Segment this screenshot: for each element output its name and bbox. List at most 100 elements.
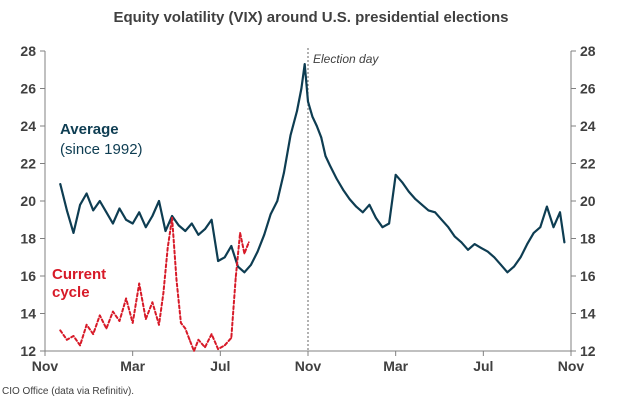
- current-cycle-data-point: [79, 344, 81, 347]
- x-tick-label: Mar: [120, 358, 145, 374]
- y-tick-label-right: 14: [580, 306, 596, 322]
- current-cycle-data-point: [151, 301, 154, 304]
- average-data-point: [269, 213, 272, 216]
- legend-average-sublabel: (since 1992): [60, 141, 143, 158]
- current-cycle-data-point: [162, 292, 165, 294]
- y-tick-label-right: 26: [580, 81, 596, 97]
- average-data-point: [250, 263, 252, 266]
- average-data-point: [355, 205, 358, 208]
- average-data-point: [263, 233, 266, 236]
- election-day-label: Election day: [313, 52, 379, 66]
- current-cycle-data-point: [158, 323, 160, 326]
- current-cycle-data-point: [184, 327, 187, 330]
- average-data-point: [184, 230, 187, 232]
- y-tick-label-right: 24: [580, 118, 596, 134]
- average-data-point: [151, 215, 154, 217]
- average-data-point: [427, 209, 430, 212]
- average-data-point: [486, 250, 489, 253]
- average-data-point: [546, 205, 548, 208]
- average-data-point: [85, 192, 88, 195]
- y-tick-label-left: 14: [20, 306, 36, 322]
- average-data-point: [519, 256, 522, 259]
- x-tick-label: Mar: [383, 358, 408, 374]
- current-cycle-data-point: [98, 314, 101, 317]
- average-data-point: [388, 222, 390, 225]
- average-data-point: [324, 155, 327, 157]
- average-data-point: [526, 243, 529, 246]
- average-data-point: [361, 211, 364, 214]
- average-data-point: [473, 243, 476, 246]
- current-cycle-data-point: [166, 247, 169, 249]
- x-tick-label: Nov: [558, 358, 585, 374]
- x-tick-label: Jul: [210, 358, 230, 374]
- average-data-point: [493, 256, 496, 259]
- y-tick-label-right: 18: [580, 231, 596, 247]
- current-cycle-series-line: [59, 216, 250, 352]
- current-cycle-data-point: [197, 338, 200, 341]
- average-data-point: [532, 232, 535, 234]
- average-data-point: [197, 233, 200, 236]
- current-cycle-data-point: [138, 282, 141, 285]
- average-data-point: [256, 250, 259, 253]
- average-data-point: [66, 209, 68, 212]
- y-tick-label-left: 26: [20, 81, 36, 97]
- y-tick-label-left: 24: [20, 118, 36, 134]
- current-cycle-data-point: [175, 278, 178, 281]
- average-data-point: [98, 200, 101, 202]
- y-tick-label-right: 12: [580, 343, 596, 359]
- current-cycle-data-point: [217, 348, 220, 350]
- average-data-point: [125, 218, 127, 221]
- current-cycle-data-point: [243, 252, 246, 255]
- current-cycle-data-point: [230, 337, 233, 339]
- current-cycle-data-point: [247, 241, 250, 244]
- average-data-point: [447, 226, 450, 229]
- average-data-point: [92, 209, 95, 212]
- average-data-point: [296, 110, 298, 112]
- y-tick-label-left: 28: [20, 43, 36, 59]
- average-data-point: [506, 271, 509, 274]
- current-cycle-data-point: [131, 322, 134, 324]
- average-data-point: [513, 265, 515, 268]
- current-cycle-data-point: [239, 232, 242, 234]
- average-data-point: [79, 203, 81, 206]
- average-data-point: [144, 226, 147, 229]
- average-data-point: [467, 248, 469, 251]
- current-cycle-data-point: [188, 338, 191, 341]
- y-tick-label-left: 16: [20, 268, 36, 284]
- y-tick-label-left: 20: [20, 193, 36, 209]
- current-cycle-data-point: [92, 333, 95, 335]
- average-data-point: [217, 260, 220, 262]
- y-tick-label-right: 16: [580, 268, 596, 284]
- average-data-point: [407, 190, 410, 193]
- average-data-point: [171, 215, 174, 217]
- legend-average-label: Average: [60, 121, 119, 138]
- y-tick-label-right: 28: [580, 43, 596, 59]
- current-cycle-data-point: [66, 338, 68, 341]
- average-data-point: [204, 228, 206, 231]
- current-cycle-data-point: [85, 323, 88, 326]
- average-data-point: [453, 235, 456, 238]
- average-data-point: [276, 200, 279, 202]
- average-data-point: [131, 222, 134, 225]
- current-cycle-data-point: [125, 297, 127, 300]
- current-cycle-data-point: [193, 350, 195, 352]
- current-cycle-data-point: [105, 327, 108, 330]
- average-data-point: [434, 211, 436, 214]
- current-cycle-data-point: [234, 277, 237, 279]
- series-layer: [59, 62, 566, 352]
- axes: 12 12 14 14 16 16 18 18 20 20 22 22 24 24 26 26 28 28 Nov M…: [20, 43, 595, 374]
- average-data-point: [112, 222, 114, 225]
- current-cycle-data-point: [223, 344, 226, 347]
- y-tick-label-right: 20: [580, 193, 596, 209]
- average-data-point: [315, 125, 318, 127]
- average-data-point: [320, 136, 323, 139]
- average-data-point: [118, 207, 121, 210]
- average-data-point: [335, 177, 338, 180]
- average-data-point: [480, 247, 482, 249]
- average-data-point: [559, 211, 561, 214]
- average-data-point: [414, 198, 417, 201]
- average-data-point: [307, 100, 309, 103]
- average-data-point: [348, 198, 351, 201]
- legend-current-sublabel: cycle: [52, 284, 90, 301]
